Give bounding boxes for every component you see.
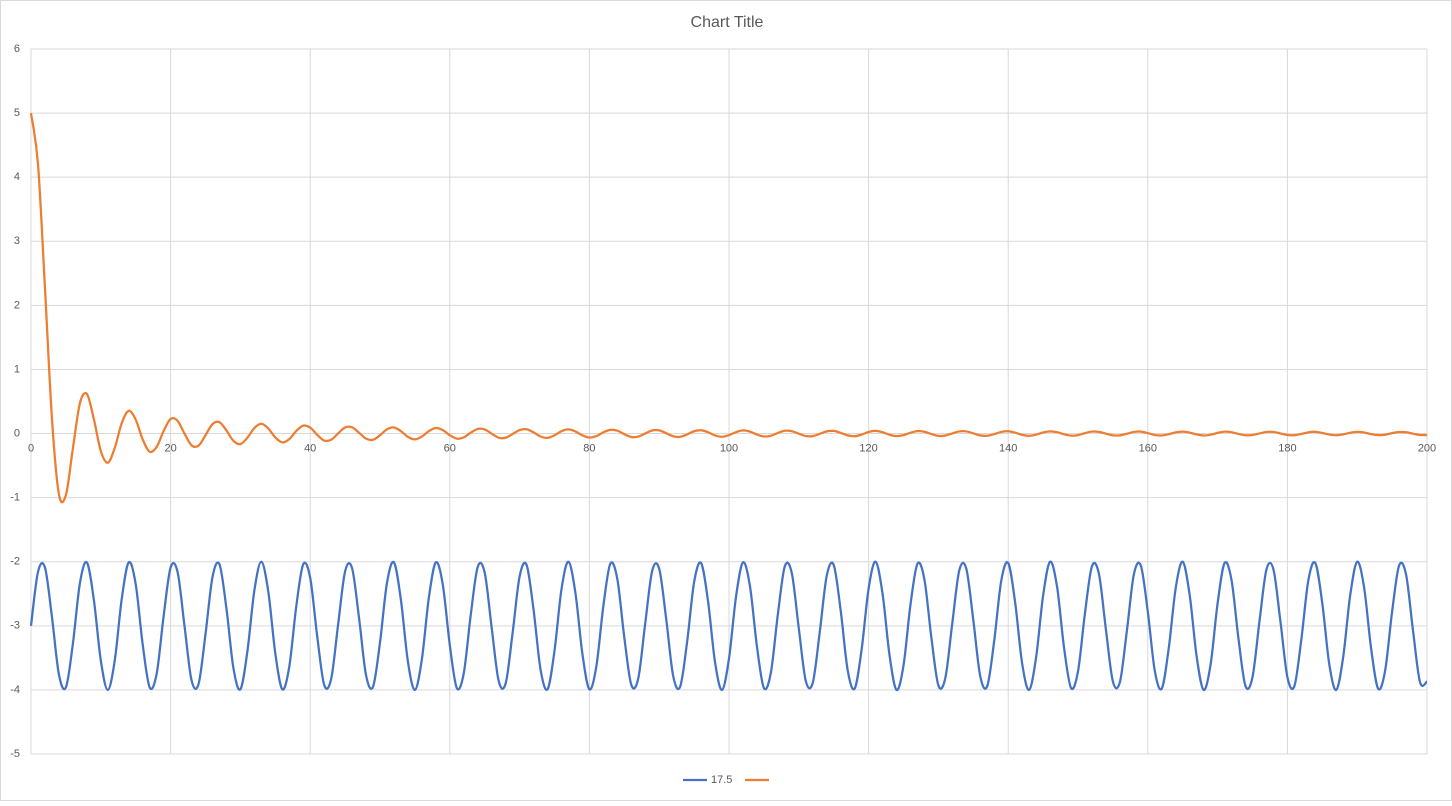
y-tick-label: -4	[10, 684, 20, 696]
x-tick-label: 100	[720, 442, 738, 454]
x-tick-label: 120	[859, 442, 877, 454]
x-tick-label: 20	[164, 442, 176, 454]
series-line	[29, 560, 1428, 692]
x-tick-label: 160	[1139, 442, 1157, 454]
y-tick-label: -1	[10, 492, 20, 504]
y-tick-label: 6	[14, 43, 20, 55]
x-tick-label: 80	[583, 442, 595, 454]
x-tick-label: 40	[304, 442, 316, 454]
y-tick-label: 5	[14, 107, 20, 119]
y-tick-label: 3	[14, 235, 20, 247]
x-tick-label: 200	[1418, 442, 1436, 454]
x-tick-label: 0	[28, 442, 34, 454]
x-tick-label: 180	[1278, 442, 1296, 454]
x-tick-label: 60	[444, 442, 456, 454]
chart-title: Chart Title	[691, 14, 764, 31]
series-line	[29, 112, 1428, 504]
y-tick-label: 0	[14, 427, 20, 439]
legend-label: 17.5	[711, 774, 732, 786]
y-tick-label: 2	[14, 299, 20, 311]
y-tick-label: -5	[10, 748, 20, 760]
x-tick-label: 140	[999, 442, 1017, 454]
y-tick-label: -2	[10, 556, 20, 568]
y-tick-label: 4	[14, 171, 20, 183]
y-tick-label: -3	[10, 620, 20, 632]
y-tick-label: 1	[14, 363, 20, 375]
